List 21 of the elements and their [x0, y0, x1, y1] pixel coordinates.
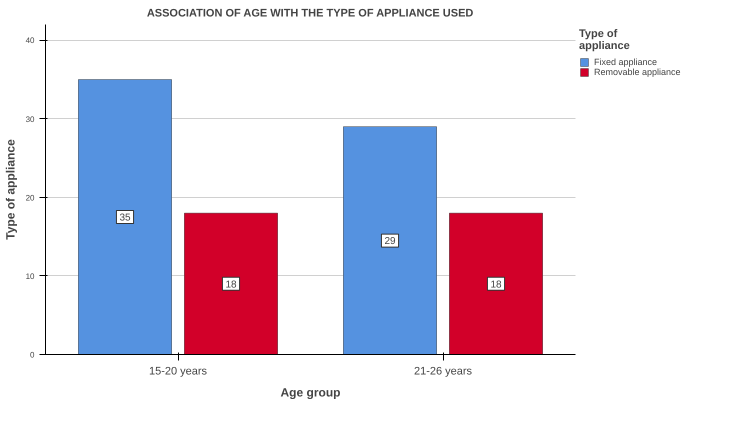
legend-title: Type of appliance [579, 28, 631, 52]
x-axis-title: Age group [280, 386, 341, 400]
x-tick-label: 21-26 years [414, 366, 473, 378]
y-tick-label: 20 [26, 193, 36, 202]
legend-label: Fixed appliance [594, 57, 658, 67]
chart-title: ASSOCIATION OF AGE WITH THE TYPE OF APPLIANCE USED [146, 8, 474, 20]
data-label: 35 [119, 212, 131, 224]
x-tick-label: 15-20 years [148, 366, 208, 378]
y-tick-label: 30 [26, 114, 36, 124]
bar [343, 126, 437, 354]
bar [449, 212, 543, 354]
y-tick-label: 10 [26, 272, 36, 281]
bar [184, 212, 278, 354]
data-label: 18 [225, 279, 237, 290]
data-label: 29 [384, 236, 396, 248]
y-tick-label: 40 [26, 36, 36, 46]
legend-label: Removable appliance [594, 67, 681, 77]
y-axis-title: Type of appliance [4, 138, 18, 240]
bar [78, 79, 172, 354]
y-tick-label: 0 [30, 350, 36, 360]
data-label: 18 [490, 279, 502, 290]
